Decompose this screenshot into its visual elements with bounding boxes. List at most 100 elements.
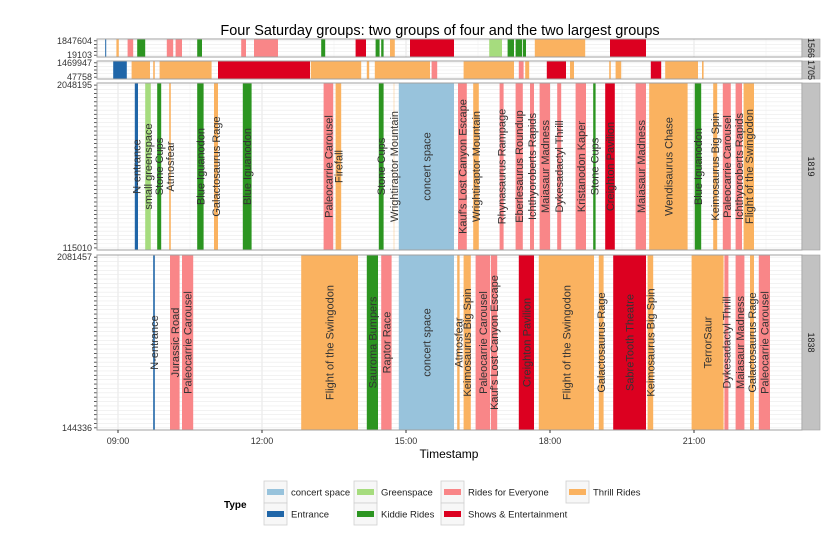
activity-bar — [570, 61, 574, 79]
facet-panel-1705: 1469947 47758 1705 — [57, 58, 821, 82]
activity-label: Blue Iguanodon — [693, 128, 705, 205]
activity-bar — [539, 83, 550, 250]
activity-bar — [398, 83, 454, 250]
activity-label: Kauf's Lost Canyon Escape — [489, 275, 501, 410]
facet-strip-label: 1566 — [806, 38, 816, 58]
activity-label: Keimosaurus Big Spin — [710, 112, 722, 220]
activity-label: Stone Cups — [154, 137, 166, 195]
activity-bar — [175, 39, 182, 57]
activity-bar — [458, 83, 467, 250]
chart-title: Four Saturday groups: two groups of four… — [220, 23, 659, 39]
facet-strip — [801, 38, 821, 58]
activity-bar — [214, 83, 218, 250]
activity-bar — [242, 83, 252, 250]
legend-label: Rides for Everyone — [468, 488, 549, 499]
activity-label: Wrightiraptor Mountain — [389, 111, 401, 222]
activity-bar — [518, 255, 534, 430]
activity-label: Blue Iguanodon — [195, 128, 207, 205]
activity-label: Stone Cups — [589, 137, 601, 195]
activity-bar — [649, 83, 688, 250]
activity-bar — [431, 61, 438, 79]
activity-bar — [522, 39, 526, 57]
y-tick-label: 1847604 — [57, 36, 92, 46]
activity-label: Keimosaurus Big Spin — [645, 288, 657, 396]
activity-bar — [323, 83, 334, 250]
activity-bar — [650, 61, 662, 79]
activity-bar — [722, 83, 731, 250]
y-tick-label: 1469947 — [57, 58, 92, 68]
legend-label: Entrance — [291, 510, 329, 521]
activity-bar — [702, 61, 704, 79]
activity-label: Wendisaurus Chase — [663, 117, 675, 216]
activity-bar — [713, 83, 718, 250]
activity-bar — [301, 255, 358, 430]
legend-swatch — [267, 511, 284, 517]
activity-bar — [613, 255, 646, 430]
activity-bar — [525, 61, 530, 79]
activity-label: Stone Cups — [376, 137, 388, 195]
activity-bar — [145, 83, 151, 250]
activity-bar — [515, 39, 522, 57]
activity-label: small greenspace — [143, 123, 155, 209]
legend-item-greenspace: Greenspace — [353, 480, 433, 504]
activity-bar — [410, 39, 454, 57]
activity-bar — [605, 83, 615, 250]
activity-bar — [375, 39, 380, 57]
legend-label: Shows & Entertainment — [468, 510, 568, 521]
activity-label: N-entrance — [131, 139, 143, 193]
facet-strip — [801, 82, 821, 251]
facet-strip-label: 1705 — [806, 60, 816, 80]
y-tick-label: 47758 — [67, 72, 92, 82]
activity-label: Creighton Pavilion — [605, 122, 617, 211]
activity-label: Galactosaurus Rage — [747, 292, 759, 392]
activity-bar — [473, 83, 479, 250]
activity-bar — [393, 83, 395, 250]
activity-label: TerrorSaur — [703, 316, 715, 368]
legend-item-rides-for-everyone: Rides for Everyone — [440, 480, 549, 504]
activity-label: Ichthyoroberts Rapids — [527, 113, 539, 220]
y-tick-label: 2081457 — [57, 252, 92, 262]
activity-label: Paleocarrie Carousel — [323, 115, 335, 218]
activity-bar — [735, 83, 742, 250]
activity-bar — [105, 39, 107, 57]
activity-label: Jurassic Road — [170, 308, 182, 378]
activity-bar — [635, 83, 646, 250]
activity-label: Maiasaur Madness — [735, 296, 747, 389]
legend-item-kiddie-rides: Kiddie Rides — [353, 502, 435, 526]
activity-label: Kristanodon Kaper — [576, 121, 588, 212]
activity-label: Flight of the Swingodon — [744, 109, 756, 224]
activity-bar — [137, 39, 146, 57]
legend-label: Kiddie Rides — [381, 510, 435, 521]
activity-bar — [489, 39, 502, 57]
activity-bar — [758, 255, 770, 430]
activity-bar — [610, 39, 646, 57]
y-tick-label: 19103 — [67, 50, 92, 60]
activity-bar — [321, 39, 326, 57]
activity-bar — [374, 61, 430, 79]
activity-bar — [743, 83, 754, 250]
y-tick-label: 144336 — [62, 423, 92, 433]
facet-panel-1566: 1847604 19103 1566 — [57, 36, 821, 60]
activity-bar — [355, 39, 366, 57]
activity-label: Kauf's Lost Canyon Escape — [457, 99, 469, 234]
activity-bar — [153, 255, 155, 430]
legend-swatch — [357, 489, 374, 495]
activity-bar — [457, 255, 460, 430]
activity-label: Paleocarrie Carousel — [759, 291, 771, 394]
activity-bar — [127, 39, 134, 57]
activity-bar — [534, 39, 586, 57]
activity-label: Sauroma Bumpers — [367, 296, 379, 388]
activity-bar — [218, 61, 310, 79]
activity-bar — [735, 255, 745, 430]
activity-bar — [134, 83, 138, 250]
legend-item-concert-space: concert space — [263, 480, 350, 504]
activity-label: N-entrance — [149, 315, 161, 369]
legend: Type concert space Entrance Greenspace Kidd… — [224, 480, 641, 526]
activity-label: Atmosfear — [165, 141, 177, 191]
activity-bar — [463, 255, 471, 430]
activity-bar — [530, 83, 534, 250]
activity-label: Maiasaur Madness — [636, 120, 648, 213]
activity-bar — [131, 61, 150, 79]
